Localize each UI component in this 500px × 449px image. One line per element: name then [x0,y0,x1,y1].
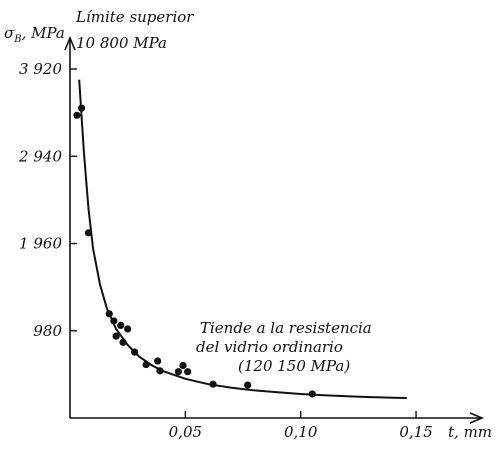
data-point [119,338,127,346]
data-point [112,332,120,340]
y-axis-arrow [64,35,76,51]
fitted-curve [78,79,407,399]
data-point [110,317,118,325]
data-point [184,368,192,376]
ordinary-glass-label-line2: del vidrio ordinario [196,338,343,356]
y-ticks: 980 1 960 2 940 3 920 [18,60,77,340]
data-point [130,348,139,356]
data-point [77,104,86,112]
x-ticks: 0,05 0,10 0,15 [169,411,433,441]
data-point [124,325,132,333]
data-point [73,111,81,119]
y-tick-label: 2 940 [18,147,62,165]
data-point [105,310,113,318]
data-point [179,361,187,370]
data-point [308,390,316,398]
upper-limit-value: 10 800 MPa [76,34,167,52]
data-point [174,368,183,376]
ordinary-glass-label-line3: (120 150 MPa) [238,357,350,375]
data-point [84,229,93,237]
x-axis-arrow [469,412,485,424]
x-tick-label: 0,15 [399,423,432,441]
y-tick-label: 1 960 [19,235,62,253]
y-tick-label: 980 [33,322,62,340]
x-tick-label: 0,05 [169,423,202,441]
data-point [117,321,125,330]
ordinary-glass-label-line1: Tiende a la resistencia [200,319,372,337]
x-axis-label: t, mm [448,423,492,441]
data-points [73,104,316,398]
data-point [154,357,162,365]
upper-limit-label: Límite superior [75,8,194,26]
data-point [244,381,252,389]
data-point [209,380,217,388]
y-tick-label: 3 920 [19,60,62,78]
x-tick-label: 0,10 [284,423,318,441]
y-axis-label: σB, MPa [4,24,65,45]
data-point [142,360,150,369]
data-point [156,367,164,375]
